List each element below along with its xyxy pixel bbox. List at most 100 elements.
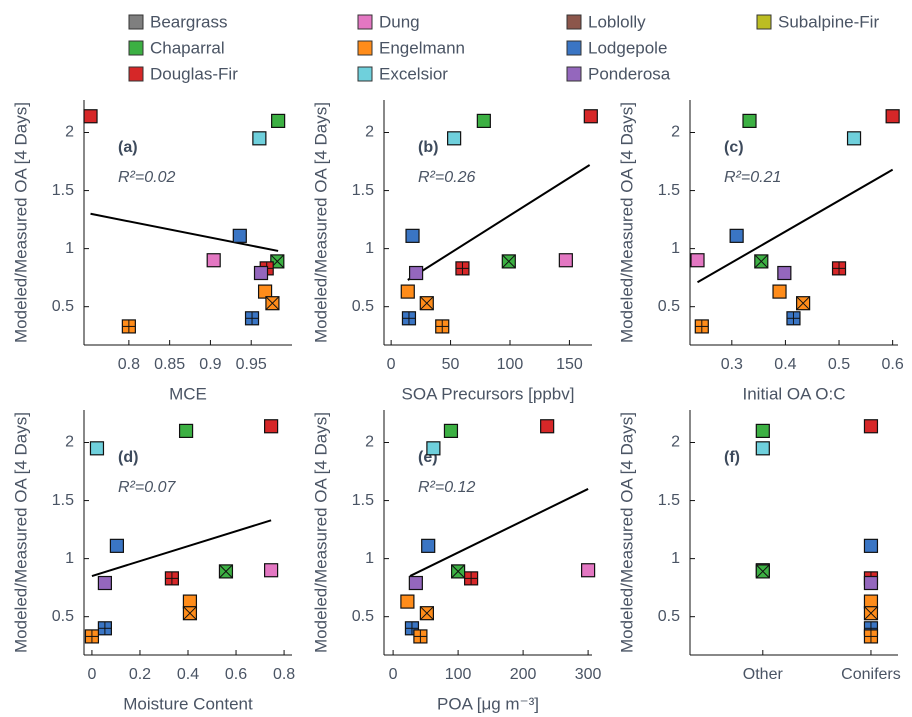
y-tick-label: 2 <box>671 434 680 451</box>
x-tick-label: Other <box>743 666 784 683</box>
data-point <box>400 594 415 609</box>
x-tick-label: 0.85 <box>154 356 185 373</box>
data-point <box>846 131 862 146</box>
x-tick-label: 0.5 <box>828 356 850 373</box>
panel-label: (a) <box>118 139 138 156</box>
y-axis-label: Modeled/Measured OA [4 Days] <box>311 412 330 653</box>
y-tick-label: 2 <box>671 124 680 141</box>
data-point <box>755 423 770 439</box>
marker-cross <box>796 296 810 311</box>
marker-cross <box>864 606 878 621</box>
x-tick-label: 100 <box>445 666 472 683</box>
y-tick-label: 0.5 <box>658 608 680 625</box>
legend-swatch <box>566 66 582 82</box>
legend-label: Subalpine-Fir <box>778 12 879 31</box>
data-point <box>863 419 879 434</box>
y-tick-label: 2 <box>65 124 74 141</box>
data-point <box>863 575 879 591</box>
data-point <box>109 538 125 553</box>
marker-cross <box>265 296 280 311</box>
x-tick-label: 300 <box>575 666 602 683</box>
y-axis-label: Modeled/Measured OA [4 Days] <box>311 102 330 343</box>
r-squared: R²=0.02 <box>118 169 175 186</box>
data-point <box>580 563 596 578</box>
x-tick-label: 50 <box>442 356 460 373</box>
panel-label: (f) <box>724 449 740 466</box>
marker-cross <box>501 254 516 269</box>
x-tick-label: 0.95 <box>236 356 267 373</box>
data-point <box>178 423 194 439</box>
y-tick-label: 0.5 <box>52 608 74 625</box>
data-point <box>443 423 459 439</box>
r-squared: R²=0.26 <box>418 169 475 186</box>
x-tick-label: 0.4 <box>177 666 199 683</box>
legend-label: Ponderosa <box>588 64 671 83</box>
y-axis-label: Modeled/Measured OA [4 Days] <box>11 412 30 653</box>
data-point <box>232 228 247 243</box>
x-tick-label: 200 <box>510 666 537 683</box>
x-tick-label: 0 <box>389 666 398 683</box>
y-tick-label: 2 <box>65 434 74 451</box>
data-point <box>885 109 900 124</box>
legend-swatch <box>128 40 144 56</box>
x-axis-label: Initial OA O:C <box>743 384 846 403</box>
y-tick-label: 1 <box>671 240 680 257</box>
x-axis-label: SOA Precursors [ppbv] <box>402 384 575 403</box>
y-tick-label: 1 <box>365 550 374 567</box>
legend-label: Dung <box>379 12 420 31</box>
x-axis-label: MCE <box>169 384 207 403</box>
data-point <box>690 253 705 268</box>
y-tick-label: 1 <box>671 550 680 567</box>
legend-swatch <box>128 66 144 82</box>
y-tick-label: 0.5 <box>52 298 74 315</box>
legend-label: Loblolly <box>588 12 646 31</box>
data-point <box>540 419 555 434</box>
x-tick-label: 150 <box>556 356 583 373</box>
data-point <box>476 113 491 129</box>
x-tick-label: 0.9 <box>199 356 221 373</box>
y-tick-label: 1.5 <box>658 492 680 509</box>
y-tick-label: 0.5 <box>658 298 680 315</box>
data-point <box>742 113 757 129</box>
x-tick-label: 0.3 <box>721 356 743 373</box>
data-point <box>583 109 598 124</box>
legend-swatch <box>357 14 373 30</box>
x-tick-label: 0.2 <box>129 666 151 683</box>
data-point <box>408 265 424 281</box>
fit-line <box>90 212 279 252</box>
marker-cross <box>419 296 434 311</box>
data-point <box>772 284 787 299</box>
panel-label: (c) <box>724 139 744 156</box>
data-point <box>729 228 744 243</box>
legend-swatch <box>357 66 373 82</box>
x-tick-label: 0 <box>87 666 96 683</box>
y-tick-label: 1 <box>65 240 74 257</box>
panel-label: (b) <box>418 139 438 156</box>
legend-label: Chaparral <box>150 38 225 57</box>
y-tick-label: 1.5 <box>52 492 74 509</box>
data-point <box>206 253 221 268</box>
legend-swatch <box>566 14 582 30</box>
data-point <box>863 538 879 553</box>
x-axis-label: Moisture Content <box>123 694 253 713</box>
data-point <box>253 265 269 281</box>
marker-cross <box>420 606 434 621</box>
marker-cross <box>451 564 465 579</box>
legend-swatch <box>566 40 582 56</box>
legend-label: Douglas-Fir <box>150 64 238 83</box>
data-point <box>89 441 105 456</box>
y-axis-label: Modeled/Measured OA [4 Days] <box>11 102 30 343</box>
data-point <box>421 538 436 553</box>
panel-label: (d) <box>118 449 138 466</box>
fit-line <box>697 168 894 284</box>
r-squared: R²=0.07 <box>118 479 176 496</box>
y-tick-label: 0.5 <box>352 298 374 315</box>
x-tick-label: 0.6 <box>882 356 904 373</box>
y-tick-label: 1.5 <box>52 182 74 199</box>
fit-line <box>407 164 591 281</box>
y-tick-label: 1.5 <box>352 182 374 199</box>
x-tick-label: 0.8 <box>118 356 140 373</box>
legend-label: Excelsior <box>379 64 448 83</box>
data-point <box>405 228 420 243</box>
marker-cross <box>755 564 770 579</box>
